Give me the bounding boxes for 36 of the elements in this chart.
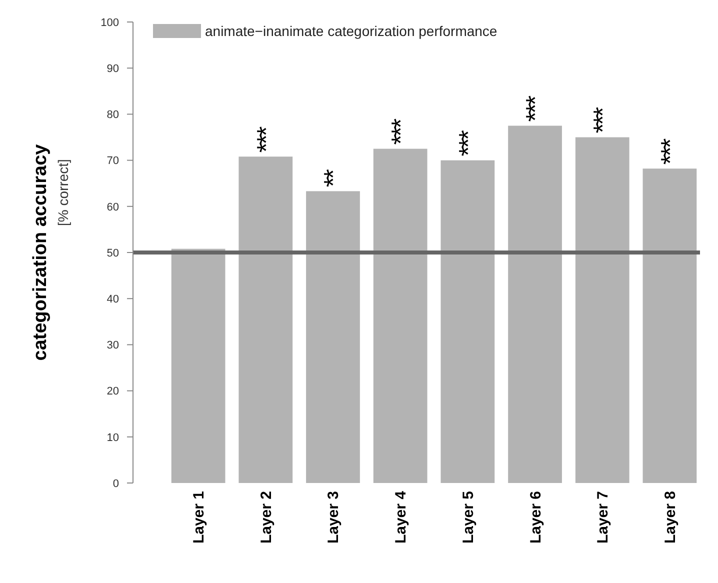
- y-tick-label: 10: [106, 432, 119, 444]
- bar: [373, 148, 428, 483]
- y-tick-label: 0: [112, 478, 119, 490]
- bar: [575, 137, 630, 483]
- annotation: ***: [587, 107, 618, 134]
- x-tick-label: Layer 8: [662, 491, 679, 544]
- bar: [238, 156, 293, 483]
- y-tick-label: 60: [106, 201, 119, 214]
- x-tick-label: Layer 6: [527, 491, 544, 544]
- x-tick-label: Layer 4: [392, 490, 410, 544]
- bar: [306, 191, 360, 483]
- y-tick-label: 40: [106, 293, 119, 306]
- annotation: ***: [250, 126, 281, 153]
- y-tick-label: 30: [106, 340, 119, 352]
- bar: [642, 168, 697, 483]
- annotation: ***: [654, 138, 685, 165]
- annotation: **: [318, 169, 348, 188]
- y-tick-label: 80: [106, 109, 119, 122]
- x-tick-label: Layer 7: [594, 491, 612, 544]
- x-tick-label: Layer 3: [325, 491, 342, 544]
- annotation: ***: [520, 95, 550, 122]
- bar: [171, 248, 226, 483]
- y-axis-title: categorization accuracy [% correct]: [30, 144, 71, 361]
- legend-label: animate−inanimate categorization performance: [205, 22, 498, 39]
- y-tick-label: 50: [106, 247, 119, 260]
- annotation: ***: [385, 118, 416, 145]
- bar: [440, 160, 495, 483]
- annotation: ***: [452, 130, 483, 156]
- y-tick-label: 20: [106, 386, 119, 398]
- x-tick-label: Layer 1: [190, 491, 208, 544]
- y-tick-label: 70: [106, 155, 119, 168]
- x-tick-label: Layer 2: [258, 491, 275, 544]
- bar: [508, 126, 562, 483]
- y-tick-label: 100: [100, 16, 119, 29]
- y-tick-label: 90: [106, 62, 119, 75]
- x-tick-label: Layer 5: [460, 491, 477, 544]
